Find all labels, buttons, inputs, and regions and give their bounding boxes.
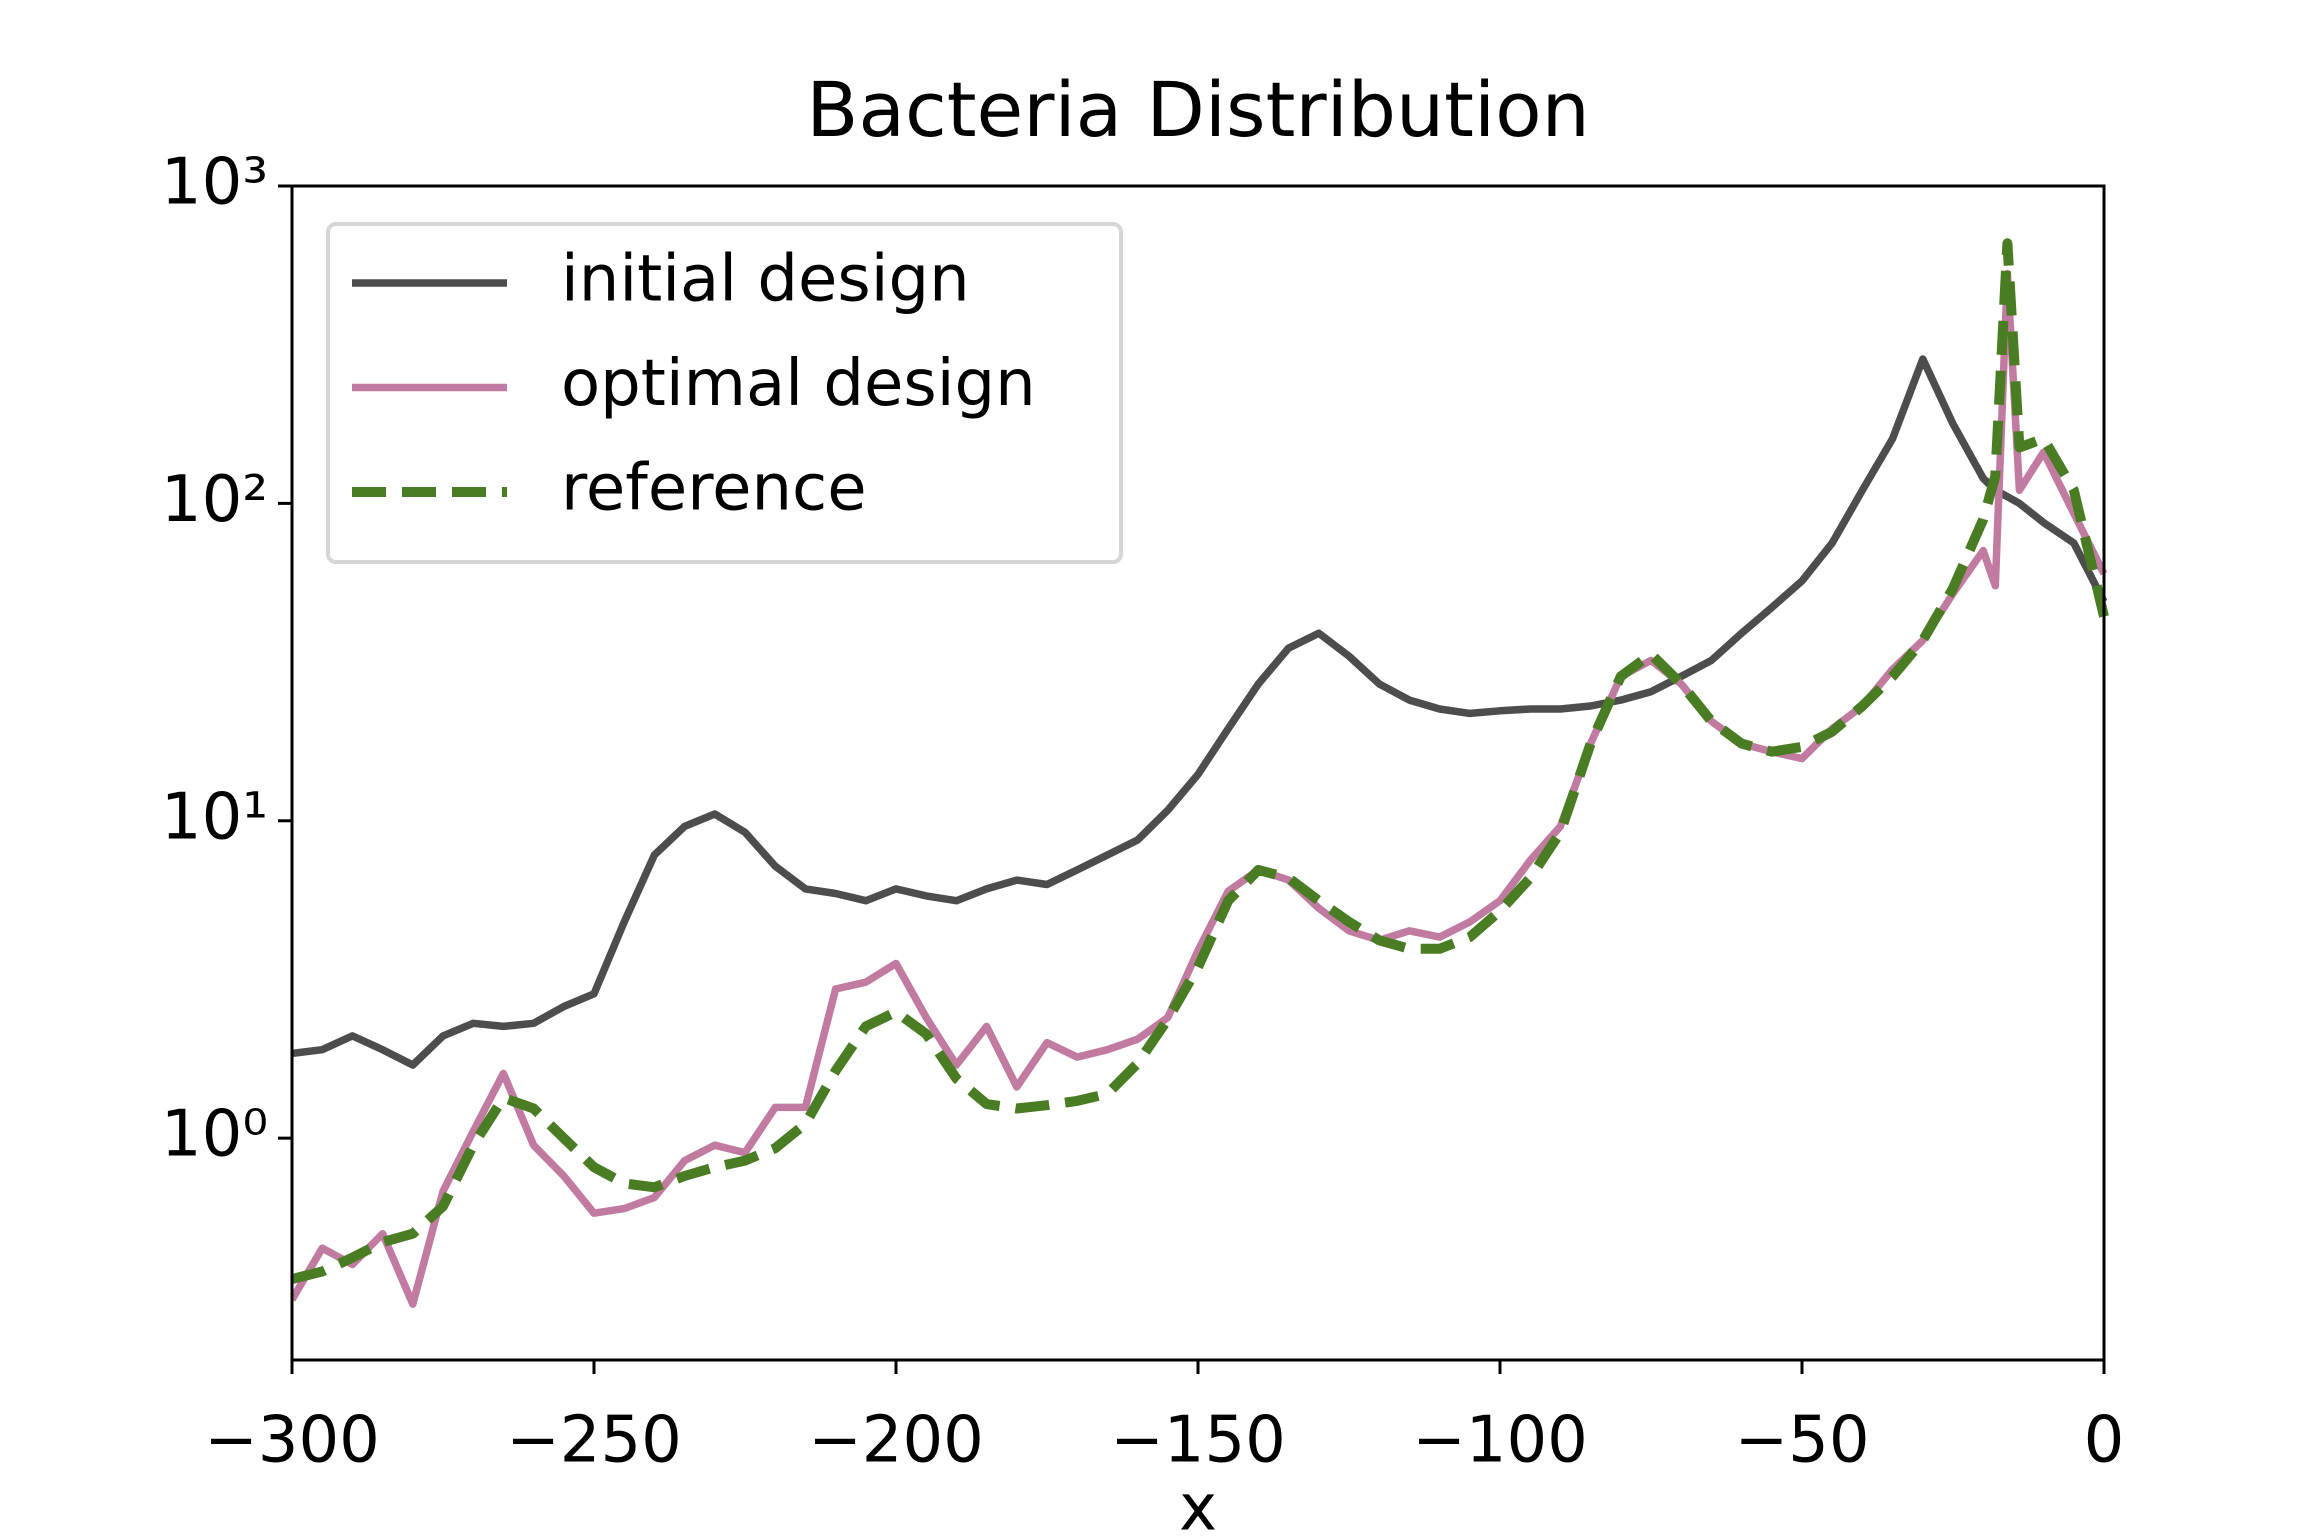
data-line	[292, 355, 2108, 1069]
legend-label: reference	[561, 452, 867, 526]
x-tick-label: 0	[2084, 1404, 2125, 1478]
y-tick-label: 10²	[161, 463, 268, 537]
x-tick-label: −200	[808, 1404, 984, 1478]
x-axis-label: x	[1179, 1472, 1217, 1536]
legend-box	[326, 222, 1123, 564]
data-line	[292, 269, 2108, 1308]
x-tick-label: −300	[204, 1404, 380, 1478]
chart-title: Bacteria Distribution	[806, 65, 1590, 154]
plot-frame	[290, 184, 2106, 1362]
legend-label: initial design	[561, 243, 970, 317]
x-tick-label: −250	[506, 1404, 682, 1478]
legend-label: optimal design	[561, 347, 1036, 421]
x-tick-label: −50	[1734, 1404, 1869, 1478]
y-tick-label: 10¹	[161, 780, 268, 854]
data-line	[292, 238, 2109, 1284]
x-tick-label: −150	[1110, 1404, 1286, 1478]
x-tick-label: −100	[1412, 1404, 1588, 1478]
y-tick-label: 10³	[161, 146, 268, 220]
legend: initial design optimal design reference	[326, 222, 1123, 564]
y-tick-label: 10⁰	[161, 1098, 268, 1172]
